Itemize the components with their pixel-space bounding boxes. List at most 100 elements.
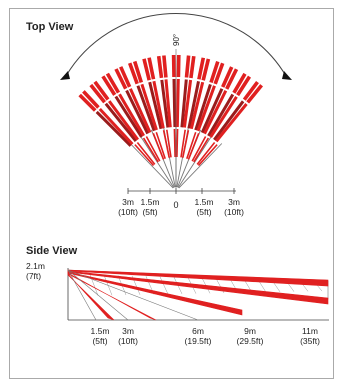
outer-beam-upper [236, 75, 252, 97]
side-beam-mid [67, 270, 329, 305]
outer-beam-upper [232, 72, 247, 94]
inner-beam [166, 129, 172, 158]
outer-beam-upper [93, 80, 110, 101]
side-beam-closest [67, 273, 115, 321]
side-beam-far [67, 269, 329, 287]
outer-beam-lower [180, 79, 188, 128]
outer-beam-lower [104, 102, 138, 143]
outer-beam-lower [209, 95, 238, 138]
outer-beam-lower [160, 79, 170, 128]
outer-beam-upper [101, 75, 117, 96]
top-view-beams [78, 54, 263, 189]
inner-beam [162, 130, 170, 158]
side-label-m-4: 11m [302, 326, 318, 336]
fan-line [139, 135, 175, 188]
inner-beam [136, 142, 156, 165]
side-label-m-0: 1.5m [91, 326, 110, 336]
outer-beam-lower [125, 89, 150, 135]
outer-beam-lower [148, 81, 163, 130]
inner-beam [180, 129, 186, 158]
inner-beam [191, 136, 207, 162]
figure-frame [9, 8, 334, 379]
outer-beam-upper [105, 72, 121, 94]
outer-beam-lower [200, 88, 224, 134]
top-label-m-0: 3m [122, 197, 134, 207]
outer-beam-upper [114, 68, 128, 90]
outer-beam-lower [213, 100, 245, 141]
outer-beam-upper [242, 81, 259, 101]
outer-beam-lower [129, 88, 152, 134]
outer-beam-upper [78, 93, 97, 112]
outer-beam-lower [196, 85, 216, 132]
top-label-ft-1: (5ft) [142, 207, 157, 217]
inner-beam [145, 136, 161, 162]
side-label-m-3: 9m [244, 326, 256, 336]
side-ray [67, 269, 199, 321]
side-label-ft-1: (10ft) [118, 336, 138, 346]
coverage-arc [65, 13, 287, 77]
outer-beam-upper [162, 55, 168, 78]
side-view-beams [67, 269, 329, 321]
top-label-ft-0: (10ft) [118, 207, 138, 217]
outer-beam-upper [221, 66, 234, 88]
outer-beam-lower [189, 81, 205, 130]
top-scale-ticks [127, 188, 235, 194]
angle-label: 90° [172, 34, 181, 46]
side-height-ft: (7ft) [26, 271, 41, 281]
outer-beam-lower [118, 93, 145, 137]
outer-beam-upper [189, 55, 196, 79]
inner-beam [197, 144, 218, 167]
top-label-m-3: 3m [228, 197, 240, 207]
inner-beam [193, 137, 210, 163]
outer-beam-lower [164, 79, 172, 128]
side-view-title: Side View [26, 245, 78, 257]
inner-beam [182, 130, 190, 158]
outer-beam-upper [225, 68, 239, 90]
outer-beam-lower [140, 83, 158, 131]
side-label-ft-4: (35ft) [300, 336, 320, 346]
top-label-ft-2: (5ft) [196, 207, 211, 217]
top-view-title: Top View [26, 21, 74, 33]
outer-beam-lower [207, 93, 235, 137]
outer-beam-lower [187, 80, 200, 129]
inner-beam [173, 128, 176, 158]
side-hatch-line [159, 276, 169, 295]
outer-beam-upper [213, 62, 225, 85]
outer-beam-upper [132, 60, 144, 83]
outer-beam-upper [119, 66, 132, 88]
outer-beam-upper [156, 55, 164, 79]
outer-beam-lower [172, 78, 177, 128]
side-label-m-2: 6m [192, 326, 204, 336]
fan-line [177, 135, 213, 188]
side-height-m: 2.1m [26, 261, 45, 271]
fan-line [178, 143, 223, 189]
side-label-ft-0: (5ft) [92, 336, 107, 346]
outer-beam-upper [201, 58, 211, 81]
side-label-ft-3: (29.5ft) [237, 336, 264, 346]
outer-beam-upper [89, 83, 107, 104]
inner-beam [176, 128, 179, 158]
outer-beam-lower [114, 95, 143, 138]
inner-beam [155, 131, 166, 160]
top-label-m-1: 1.5m [141, 197, 160, 207]
top-center-label: 0 [173, 200, 178, 210]
outer-beam-lower [136, 85, 156, 132]
outer-beam-upper [82, 90, 100, 109]
right-arrowhead [282, 71, 292, 80]
outer-beam-upper [142, 58, 151, 81]
top-label-m-2: 1.5m [195, 197, 214, 207]
outer-beam-lower [152, 80, 165, 129]
side-label-m-1: 3m [122, 326, 134, 336]
fan-line [129, 143, 174, 189]
outer-beam-upper [184, 55, 191, 78]
outer-beam-upper [197, 57, 206, 80]
outer-beam-lower [98, 107, 134, 146]
outer-beam-lower [95, 110, 132, 147]
outer-beam-lower [182, 79, 193, 128]
side-label-ft-2: (19.5ft) [185, 336, 212, 346]
inner-beam [152, 133, 165, 160]
inner-beam [142, 137, 159, 163]
side-ray [67, 269, 129, 321]
outer-beam-lower [175, 78, 180, 128]
